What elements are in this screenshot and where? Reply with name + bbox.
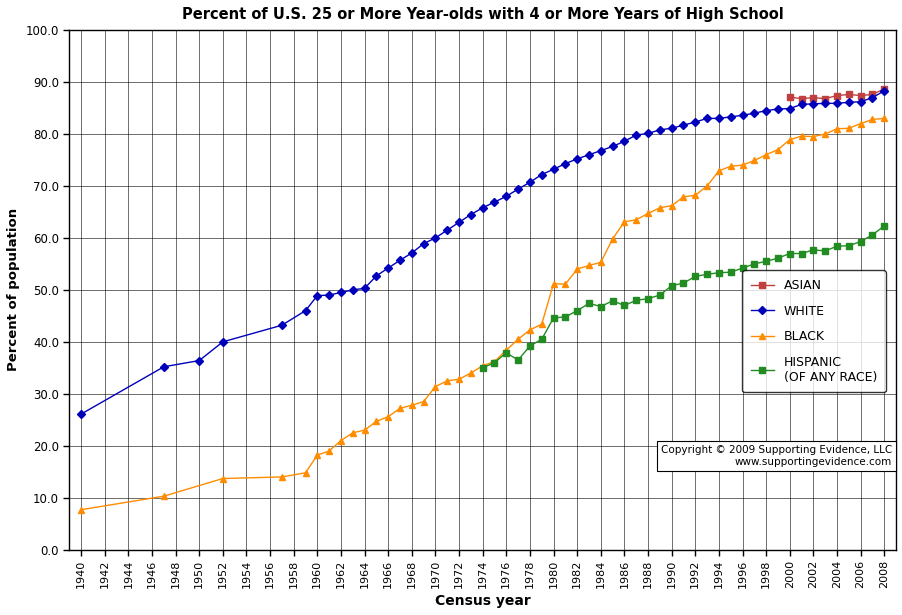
HISPANIC
(OF ANY RACE) (878, 222, 888, 229)
ASIAN (854, 92, 865, 99)
ASIAN (796, 95, 806, 102)
WHITE (878, 87, 888, 95)
BLACK (359, 426, 370, 434)
WHITE (311, 292, 322, 300)
HISPANIC
(OF ANY RACE) (548, 314, 558, 322)
ASIAN (878, 85, 888, 92)
HISPANIC
(OF ANY RACE) (512, 356, 523, 363)
HISPANIC
(OF ANY RACE) (524, 343, 535, 350)
WHITE (866, 94, 877, 101)
Line: WHITE: WHITE (78, 88, 886, 417)
HISPANIC
(OF ANY RACE) (536, 336, 547, 343)
HISPANIC
(OF ANY RACE) (784, 250, 795, 257)
HISPANIC
(OF ANY RACE) (724, 269, 735, 276)
HISPANIC
(OF ANY RACE) (748, 260, 759, 268)
HISPANIC
(OF ANY RACE) (606, 297, 617, 304)
HISPANIC
(OF ANY RACE) (736, 264, 747, 272)
HISPANIC
(OF ANY RACE) (807, 246, 818, 253)
HISPANIC
(OF ANY RACE) (618, 302, 629, 309)
BLACK (489, 358, 500, 365)
HISPANIC
(OF ANY RACE) (642, 295, 653, 303)
HISPANIC
(OF ANY RACE) (477, 364, 488, 371)
HISPANIC
(OF ANY RACE) (489, 359, 500, 367)
BLACK (630, 216, 641, 223)
Line: BLACK: BLACK (78, 115, 887, 513)
WHITE (477, 204, 488, 212)
ASIAN (866, 91, 877, 98)
Y-axis label: Percent of population: Percent of population (7, 208, 20, 371)
Text: Copyright © 2009 Supporting Evidence, LLC
www.supportingevidence.com: Copyright © 2009 Supporting Evidence, LL… (660, 445, 891, 467)
HISPANIC
(OF ANY RACE) (583, 300, 594, 307)
HISPANIC
(OF ANY RACE) (630, 296, 641, 304)
HISPANIC
(OF ANY RACE) (819, 247, 830, 255)
HISPANIC
(OF ANY RACE) (654, 292, 665, 299)
HISPANIC
(OF ANY RACE) (677, 279, 688, 287)
WHITE (807, 100, 818, 108)
ASIAN (842, 91, 853, 98)
Legend: ASIAN, WHITE, BLACK, HISPANIC
(OF ANY RACE): ASIAN, WHITE, BLACK, HISPANIC (OF ANY RA… (741, 271, 885, 392)
HISPANIC
(OF ANY RACE) (594, 303, 605, 310)
HISPANIC
(OF ANY RACE) (701, 271, 712, 278)
HISPANIC
(OF ANY RACE) (666, 282, 676, 290)
HISPANIC
(OF ANY RACE) (559, 313, 570, 320)
Line: ASIAN: ASIAN (786, 85, 887, 102)
BLACK (594, 259, 605, 266)
BLACK (76, 506, 87, 514)
HISPANIC
(OF ANY RACE) (713, 269, 723, 276)
ASIAN (807, 94, 818, 101)
HISPANIC
(OF ANY RACE) (759, 258, 770, 265)
WHITE (359, 285, 370, 292)
HISPANIC
(OF ANY RACE) (866, 231, 877, 239)
HISPANIC
(OF ANY RACE) (571, 307, 582, 314)
ASIAN (831, 92, 842, 99)
HISPANIC
(OF ANY RACE) (501, 349, 511, 357)
BLACK (677, 193, 688, 200)
ASIAN (784, 93, 795, 101)
HISPANIC
(OF ANY RACE) (842, 242, 853, 250)
HISPANIC
(OF ANY RACE) (831, 242, 842, 250)
WHITE (76, 410, 87, 418)
HISPANIC
(OF ANY RACE) (854, 238, 865, 245)
HISPANIC
(OF ANY RACE) (689, 272, 700, 280)
Line: HISPANIC
(OF ANY RACE): HISPANIC (OF ANY RACE) (479, 223, 887, 371)
HISPANIC
(OF ANY RACE) (796, 250, 806, 257)
BLACK (878, 115, 888, 122)
BLACK (618, 218, 629, 226)
WHITE (394, 256, 405, 264)
ASIAN (819, 95, 830, 102)
HISPANIC
(OF ANY RACE) (772, 255, 783, 262)
Title: Percent of U.S. 25 or More Year-olds with 4 or More Years of High School: Percent of U.S. 25 or More Year-olds wit… (181, 7, 783, 22)
X-axis label: Census year: Census year (435, 594, 530, 608)
